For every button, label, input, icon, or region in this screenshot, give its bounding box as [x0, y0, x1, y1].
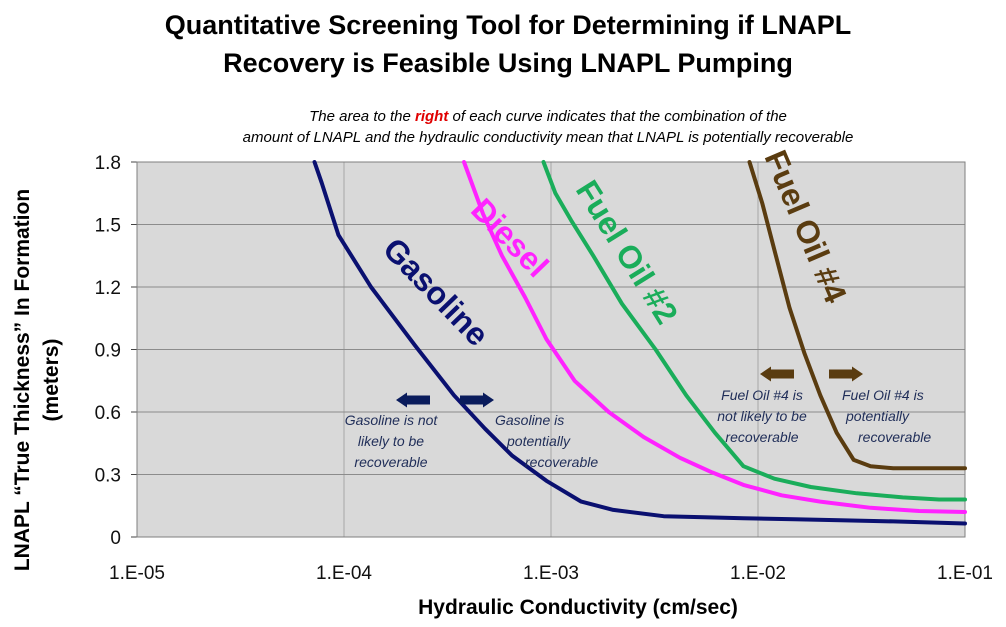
x-axis-label: Hydraulic Conductivity (cm/sec): [418, 596, 738, 619]
gasoline-not-recoverable-note: likely to be: [358, 433, 424, 449]
gasoline-potentially-recoverable-note: potentially: [506, 433, 571, 449]
fuel-oil-4-not-recoverable-note: not likely to be: [717, 408, 807, 424]
subtitle-highlight: right: [415, 108, 449, 125]
fuel-oil-4-potentially-recoverable-note: Fuel Oil #4 is: [842, 387, 924, 403]
y-tick-label: 1.5: [95, 216, 121, 237]
chart-title-line-1: Quantitative Screening Tool for Determin…: [165, 10, 852, 40]
y-tick-label: 1.2: [95, 278, 121, 299]
gasoline-not-recoverable-note: recoverable: [354, 454, 427, 470]
y-tick-label: 0.9: [95, 341, 121, 362]
plot-border: [136, 161, 966, 538]
subtitle-text-before: The area to the: [309, 108, 415, 125]
series-line-gasoline: [312, 160, 967, 526]
axes: 1.E-05 1.E-04 1.E-03 1.E-02 1.E-01 0 0.3 0.6 0.9…: [95, 153, 993, 584]
series-line-fuel-oil-4: [747, 160, 967, 471]
chart-title-line-2: Recovery is Feasible Using LNAPL Pumping: [223, 48, 793, 78]
y-tick-label: 0.3: [95, 466, 121, 487]
gridlines: [136, 161, 966, 538]
x-tick-label: 1.E-03: [523, 563, 579, 584]
chart-subtitle-line-1: The area to the right of each curve indi…: [309, 108, 787, 125]
fuel-oil-4-not-recoverable-note: recoverable: [725, 429, 798, 445]
y-tick-label: 1.8: [95, 153, 121, 174]
fuel-oil-4-not-recoverable-note: Fuel Oil #4 is: [721, 387, 803, 403]
chart-subtitle-line-2: amount of LNAPL and the hydraulic conduc…: [243, 129, 854, 146]
chart-title: Quantitative Screening Tool for Determin…: [165, 10, 852, 78]
gasoline-potentially-recoverable-note: recoverable: [525, 454, 598, 470]
x-tick-label: 1.E-01: [937, 563, 993, 584]
x-tick-label: 1.E-04: [316, 563, 372, 584]
x-tick-label: 1.E-05: [109, 563, 165, 584]
y-tick-label: 0.6: [95, 403, 121, 424]
series-line-diesel: [462, 160, 967, 514]
gasoline-potentially-recoverable-note: Gasoline is: [495, 412, 564, 428]
gasoline-right-arrow-icon: [460, 392, 494, 408]
series-line-fuel-oil-2: [541, 160, 967, 502]
y-axis-label-line-2: (meters): [40, 339, 63, 422]
gasoline-left-arrow-icon: [396, 392, 430, 408]
series-lines: [312, 160, 967, 526]
chart-subtitle: The area to the right of each curve indi…: [243, 108, 854, 146]
fuel-oil-4-left-arrow-icon: [760, 366, 794, 382]
fuel-oil-4-potentially-recoverable-note: potentially: [845, 408, 910, 424]
gasoline-not-recoverable-note: Gasoline is not: [345, 412, 439, 428]
fuel-oil-4-right-arrow-icon: [829, 366, 863, 382]
subtitle-text-after: of each curve indicates that the combina…: [448, 108, 787, 125]
fuel-oil-4-potentially-recoverable-note: recoverable: [858, 429, 931, 445]
y-tick-label: 0: [110, 528, 121, 549]
y-axis-label-line-1: LNAPL “True Thickness” In Formation: [11, 189, 34, 571]
y-axis-label: LNAPL “True Thickness” In Formation (met…: [11, 189, 63, 571]
annotations: Gasoline is not likely to be recoverable Ga…: [345, 366, 931, 470]
x-tick-label: 1.E-02: [730, 563, 786, 584]
